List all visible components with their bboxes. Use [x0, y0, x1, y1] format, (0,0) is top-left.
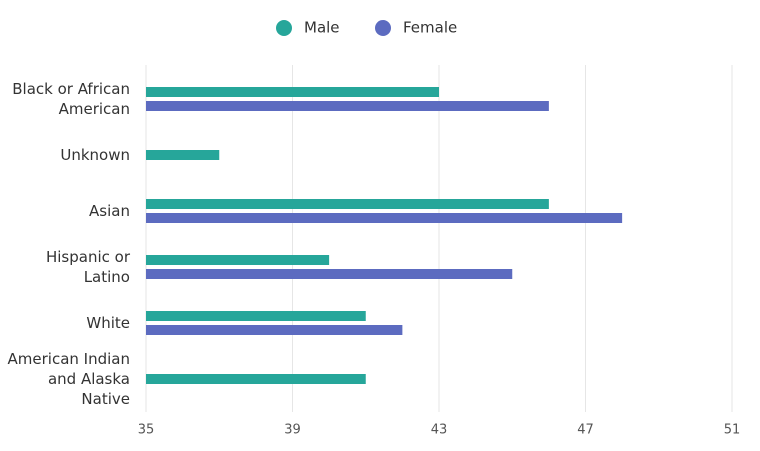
- y-tick-label: Hispanic or Latino: [45, 248, 130, 286]
- y-tick-label: Black or African American: [12, 80, 130, 118]
- legend-marker: [375, 20, 391, 36]
- bar: [146, 269, 513, 279]
- y-tick-label: Asian: [89, 202, 130, 220]
- x-tick-label: 35: [138, 423, 155, 438]
- y-tick-label: White: [86, 314, 130, 332]
- legend-marker: [276, 20, 292, 36]
- bar: [146, 311, 366, 321]
- x-tick-label: 43: [431, 423, 448, 438]
- bar: [146, 325, 403, 335]
- bar: [146, 199, 549, 209]
- legend-label: Female: [403, 19, 457, 37]
- y-tick-label: Unknown: [60, 146, 130, 164]
- bar: [146, 213, 623, 223]
- x-tick-label: 39: [284, 423, 301, 438]
- y-tick-label: American Indian and Alaska Native: [7, 350, 130, 408]
- x-tick-label: 47: [577, 423, 594, 438]
- bar: [146, 255, 330, 265]
- bar: [146, 150, 220, 160]
- bar: [146, 87, 439, 97]
- bar: [146, 101, 549, 111]
- legend-label: Male: [304, 19, 340, 37]
- x-tick-label: 51: [724, 423, 741, 438]
- bar: [146, 374, 366, 384]
